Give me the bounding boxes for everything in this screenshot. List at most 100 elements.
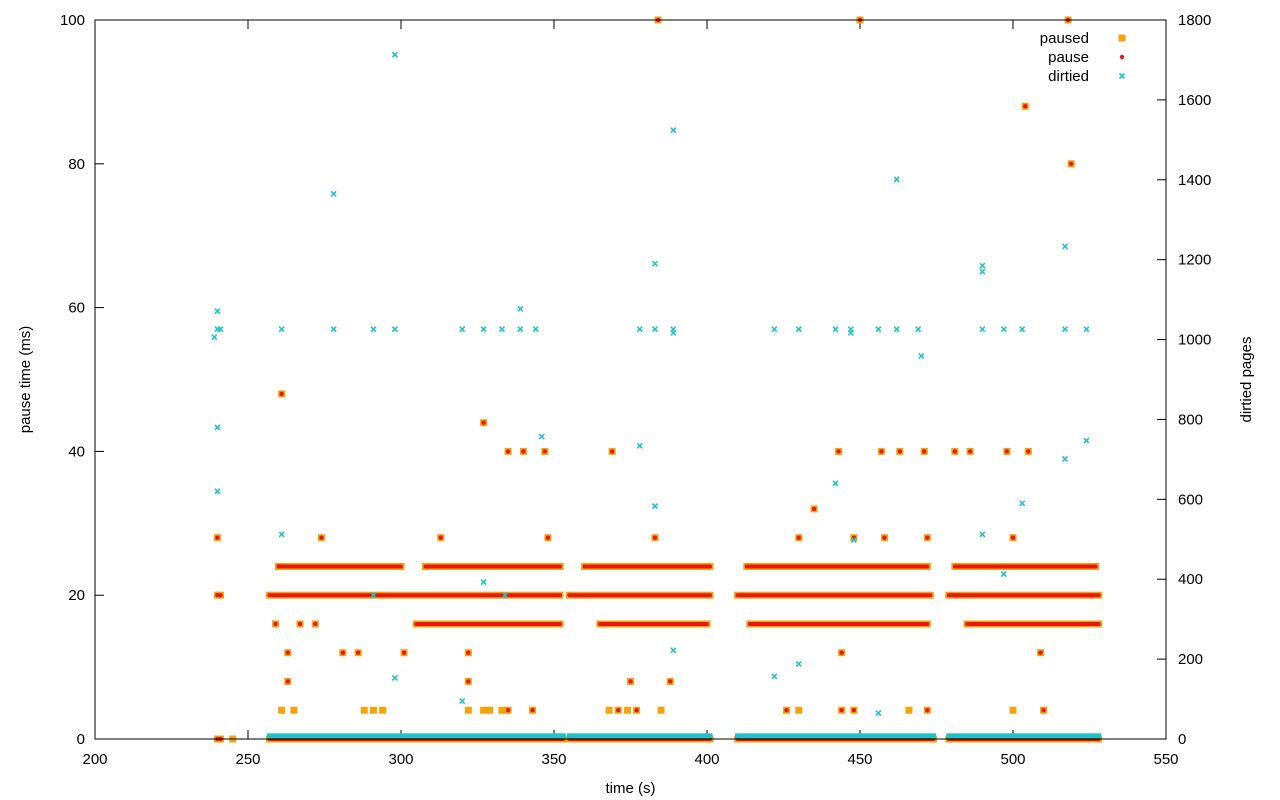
y-tick-label: 100 bbox=[60, 12, 85, 29]
dirtied-point bbox=[979, 531, 986, 538]
dirtied-point bbox=[670, 127, 677, 134]
dirtied-point bbox=[517, 326, 524, 333]
dirtied-point bbox=[391, 674, 398, 681]
pause-point bbox=[609, 449, 615, 454]
paused-point bbox=[795, 706, 803, 714]
dirtied-point bbox=[795, 660, 802, 667]
dirtied-point bbox=[278, 326, 285, 333]
pause-point-run bbox=[946, 593, 1101, 598]
paused-point bbox=[657, 706, 665, 714]
legend-label-pause: pause bbox=[1048, 49, 1089, 66]
legend-swatch-paused bbox=[1118, 34, 1126, 42]
pause-point bbox=[897, 449, 902, 454]
paused-point bbox=[498, 706, 506, 714]
pause-point-run bbox=[952, 564, 1098, 569]
pause-point bbox=[1041, 708, 1046, 713]
y2-axis-label: dirtied pages bbox=[1238, 337, 1255, 423]
pause-point bbox=[355, 650, 361, 655]
dirtied-point-run bbox=[266, 733, 566, 739]
pause-point bbox=[505, 449, 511, 454]
dirtied-point bbox=[651, 503, 659, 510]
dirtied-point bbox=[532, 326, 539, 333]
paused-point bbox=[464, 706, 472, 714]
dirtied-point-run bbox=[735, 733, 936, 739]
paused-point bbox=[360, 706, 368, 714]
dirtied-point bbox=[459, 697, 466, 705]
legend-label-paused: paused bbox=[1040, 30, 1089, 47]
pause-point bbox=[505, 708, 511, 713]
pause-point bbox=[438, 535, 443, 540]
dirtied-point bbox=[217, 326, 224, 333]
dirtied-point bbox=[832, 326, 839, 333]
dirtied-point bbox=[370, 592, 377, 599]
y2-tick-label: 1800 bbox=[1178, 12, 1211, 29]
paused-point bbox=[379, 706, 387, 714]
dirtied-point bbox=[979, 326, 986, 333]
pause-point bbox=[668, 679, 673, 684]
pause-point-run bbox=[582, 564, 713, 569]
pause-point bbox=[1004, 449, 1010, 454]
dirtied-point bbox=[636, 326, 643, 333]
pause-point bbox=[466, 650, 471, 655]
pause-point bbox=[215, 535, 220, 540]
dirtied-point-run bbox=[946, 733, 1102, 739]
pause-point bbox=[851, 708, 857, 713]
y-tick-label: 0 bbox=[77, 731, 85, 748]
dirtied-point bbox=[875, 326, 882, 333]
pause-point bbox=[922, 449, 927, 454]
pause-point bbox=[839, 708, 844, 713]
pause-point bbox=[273, 621, 278, 627]
pause-point bbox=[879, 449, 884, 454]
dirtied-point bbox=[850, 537, 857, 544]
y-tick-label: 80 bbox=[68, 156, 85, 173]
dirtied-point bbox=[795, 326, 802, 333]
dirtied-point bbox=[480, 578, 487, 586]
pause-point bbox=[466, 679, 471, 684]
y2-tick-label: 1200 bbox=[1178, 252, 1211, 269]
paused-point bbox=[278, 706, 286, 714]
pause-point bbox=[811, 506, 817, 512]
pause-point-run bbox=[267, 593, 563, 598]
pause-point bbox=[319, 535, 324, 540]
pause-point-run bbox=[965, 621, 1101, 626]
pause-point bbox=[313, 621, 318, 627]
dirtied-point bbox=[214, 424, 221, 431]
pause-point bbox=[925, 708, 930, 713]
dirtied-point bbox=[771, 326, 778, 333]
x-tick-label: 450 bbox=[847, 751, 872, 768]
paused-point bbox=[486, 706, 494, 714]
dirtied-point bbox=[651, 260, 659, 267]
paused-point bbox=[290, 706, 298, 714]
dirtied-point bbox=[278, 531, 285, 538]
y-axis-label: pause time (ms) bbox=[17, 326, 34, 434]
pause-point bbox=[1023, 104, 1028, 109]
dirtied-point bbox=[832, 480, 839, 487]
pause-point bbox=[542, 449, 548, 454]
pause-point bbox=[215, 593, 220, 598]
x-tick-label: 300 bbox=[388, 751, 413, 768]
dirtied-point bbox=[1061, 455, 1069, 463]
dirtied-point bbox=[480, 326, 487, 333]
dirtied-point bbox=[370, 326, 377, 333]
pause-point bbox=[401, 650, 407, 655]
legend: paused pause dirtied bbox=[1040, 30, 1126, 85]
paused-point bbox=[605, 706, 613, 714]
dirtied-point bbox=[1019, 500, 1026, 507]
x-tick-label: 350 bbox=[541, 751, 566, 768]
dirtied-point bbox=[670, 647, 677, 654]
dirtied-point bbox=[1083, 437, 1090, 444]
pause-point bbox=[628, 679, 633, 684]
dirtied-point bbox=[214, 488, 221, 495]
pause-point-run bbox=[567, 593, 713, 598]
pause-point bbox=[796, 535, 801, 540]
dirtied-point bbox=[498, 326, 506, 333]
pause-point bbox=[1068, 161, 1074, 166]
pause-point bbox=[784, 708, 789, 713]
pause-point bbox=[545, 535, 551, 540]
y2-tick-label: 1000 bbox=[1178, 332, 1211, 349]
y-tick-label: 60 bbox=[68, 300, 85, 317]
dirtied-point bbox=[670, 329, 677, 336]
pause-point bbox=[276, 564, 281, 569]
dirtied-point bbox=[1019, 326, 1026, 333]
